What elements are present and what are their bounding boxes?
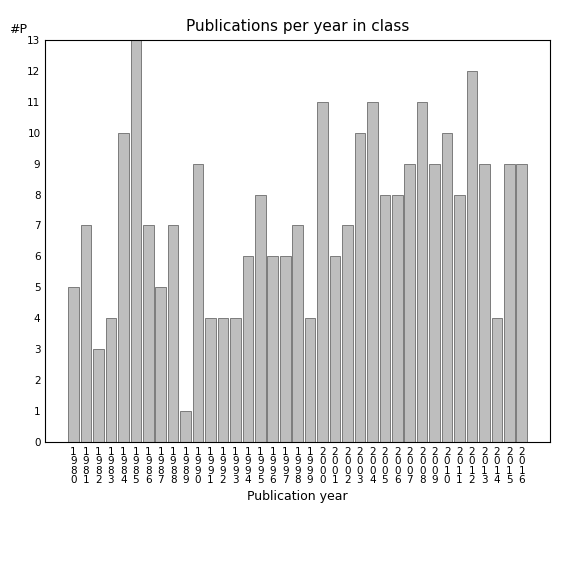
Bar [143,226,154,442]
Bar [404,163,415,442]
Bar [193,163,204,442]
Bar [479,163,490,442]
X-axis label: Publication year: Publication year [247,490,348,503]
Bar [367,101,378,442]
Bar [342,226,353,442]
Bar [305,319,315,442]
Bar [93,349,104,442]
Bar [330,256,340,442]
Bar [118,133,129,442]
Bar [268,256,278,442]
Bar [354,133,365,442]
Bar [379,194,390,442]
Bar [454,194,465,442]
Bar [442,133,452,442]
Bar [429,163,440,442]
Bar [155,287,166,442]
Bar [218,319,229,442]
Bar [293,226,303,442]
Bar [168,226,179,442]
Bar [81,226,91,442]
Bar [280,256,290,442]
Bar [504,163,515,442]
Bar [68,287,79,442]
Bar [417,101,428,442]
Bar [392,194,403,442]
Bar [517,163,527,442]
Bar [230,319,241,442]
Bar [130,40,141,442]
Bar [467,71,477,442]
Y-axis label: #P: #P [9,23,27,36]
Bar [105,319,116,442]
Bar [180,411,191,442]
Bar [255,194,265,442]
Title: Publications per year in class: Publications per year in class [186,19,409,35]
Bar [243,256,253,442]
Bar [205,319,216,442]
Bar [492,319,502,442]
Bar [318,101,328,442]
